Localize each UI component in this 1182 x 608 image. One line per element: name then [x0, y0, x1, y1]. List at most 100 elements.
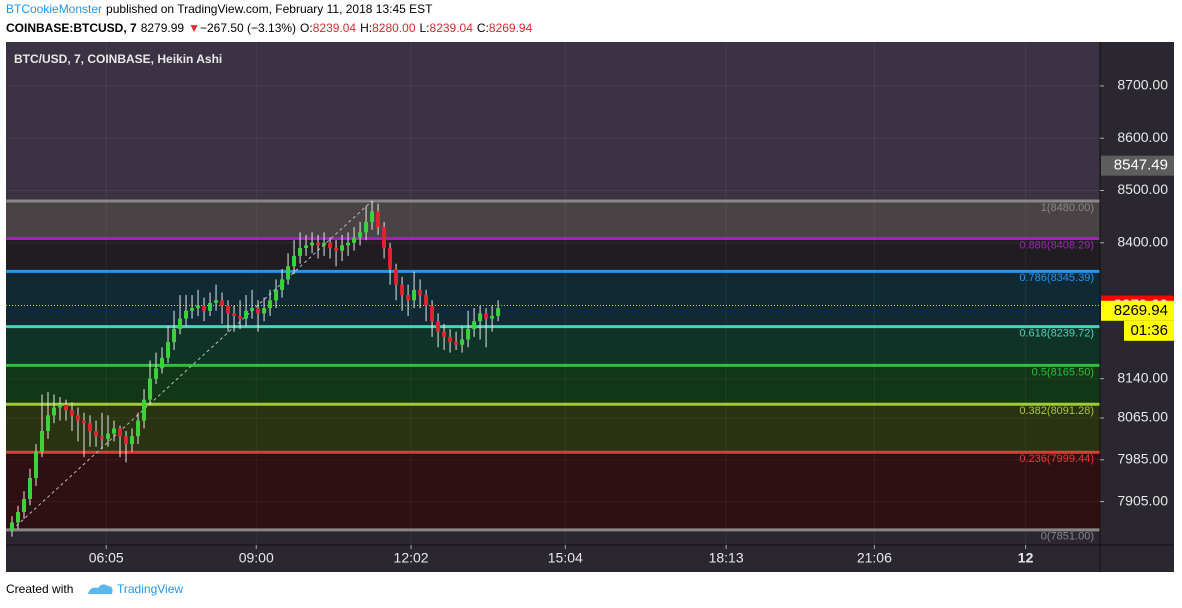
candle-body	[256, 308, 261, 314]
candle-body	[370, 211, 375, 222]
tv-logo	[88, 584, 113, 594]
candle-body	[214, 300, 219, 303]
candle-body	[412, 289, 417, 301]
fib-label: 1(8480.00)	[1041, 202, 1094, 214]
candle-body	[322, 242, 327, 246]
candle-body	[112, 428, 117, 434]
candle-body	[304, 245, 309, 249]
x-tick-label: 09:00	[239, 550, 274, 566]
fib-zone	[6, 326, 1100, 366]
candle-body	[58, 404, 63, 408]
candle-body	[490, 315, 495, 319]
candle-body	[298, 248, 303, 256]
y-tick-label: 8600.00	[1117, 129, 1168, 145]
candle-body	[310, 242, 315, 246]
fib-zone	[6, 238, 1100, 272]
fib-label: 0.618(8239.72)	[1019, 327, 1094, 339]
candle-body	[130, 436, 135, 445]
candle-body	[292, 255, 297, 267]
header-bg	[0, 0, 1182, 42]
candle-body	[454, 342, 459, 345]
candle-body	[196, 305, 201, 309]
fib-label: 0.382(8091.28)	[1019, 405, 1094, 417]
published: published on TradingView.com, February 1…	[106, 2, 433, 16]
symbol-part: 8269.94	[489, 21, 533, 35]
candle-body	[52, 407, 57, 416]
candle-body	[262, 308, 267, 314]
candle-body	[124, 436, 129, 445]
candle-body	[400, 284, 405, 296]
x-tick-label: 21:06	[857, 550, 892, 566]
fib-label: 0.5(8165.50)	[1032, 366, 1094, 378]
zone	[6, 42, 1100, 201]
price-marker-label: 8547.49	[1114, 157, 1168, 174]
candle-body	[10, 522, 15, 531]
candle-body	[316, 242, 321, 246]
candle-body	[136, 420, 141, 437]
symbol-part: O:	[300, 21, 313, 35]
candle-body	[34, 451, 39, 479]
candle-body	[286, 266, 291, 280]
x-tick-label: 06:05	[89, 550, 124, 566]
candle-body	[94, 431, 99, 437]
candle-body	[226, 305, 231, 314]
symbol-part: 8280.00	[372, 21, 416, 35]
created-with: Created with	[6, 582, 73, 596]
candle-body	[478, 313, 483, 322]
fib-label: 0.886(8408.29)	[1019, 239, 1094, 251]
candle-body	[16, 512, 21, 523]
candle-body	[220, 300, 225, 306]
y-tick-label: 7905.00	[1117, 492, 1168, 508]
candle-body	[328, 242, 333, 249]
candle-body	[148, 378, 153, 400]
x-tick-label: 12:02	[394, 550, 429, 566]
candle-body	[496, 308, 501, 316]
candle-body	[106, 433, 111, 439]
price-marker	[1101, 155, 1174, 176]
candle-body	[346, 242, 351, 246]
candle-body	[160, 357, 165, 369]
candle-body	[46, 415, 51, 432]
symbol-part: 8279.99	[141, 21, 185, 35]
candle-body	[388, 248, 393, 269]
candle-body	[142, 399, 147, 421]
fib-zone	[6, 365, 1100, 405]
candle-body	[172, 329, 177, 343]
candle-body	[250, 308, 255, 311]
symbol-part: L:	[420, 21, 430, 35]
candle-body	[166, 342, 171, 358]
candle-body	[406, 295, 411, 301]
brand[interactable]: TradingView	[117, 582, 183, 596]
price-marker	[1101, 300, 1174, 321]
candle-body	[190, 308, 195, 311]
candle-body	[472, 321, 477, 330]
author[interactable]: BTCookieMonster	[6, 2, 102, 16]
y-tick-label: 8700.00	[1117, 77, 1168, 93]
candle-body	[82, 420, 87, 424]
candle-body	[358, 232, 363, 238]
candle-body	[70, 410, 75, 416]
candle-body	[76, 415, 81, 421]
candle-body	[178, 318, 183, 330]
candle-body	[442, 331, 447, 337]
candle-body	[28, 478, 33, 499]
countdown-bg	[1124, 320, 1174, 341]
candle-body	[466, 329, 471, 340]
candle-body	[22, 498, 27, 513]
candle-body	[232, 313, 237, 316]
candle-body	[100, 436, 105, 439]
candle-body	[460, 339, 465, 345]
candle-body	[364, 221, 369, 233]
fib-zone	[6, 404, 1100, 453]
candle-body	[88, 423, 93, 432]
plot: 1(8480.00) 0.886(8408.29) 0.786(8345.39) 0.…	[6, 42, 1100, 545]
x-tick-label: 12	[1018, 550, 1034, 566]
candle-body	[202, 305, 207, 311]
candle-body	[334, 248, 339, 251]
x-tick-label: 18:13	[709, 550, 744, 566]
fib-zone	[6, 271, 1100, 327]
candle-body	[40, 431, 45, 452]
y-tick-label: 8500.00	[1117, 181, 1168, 197]
